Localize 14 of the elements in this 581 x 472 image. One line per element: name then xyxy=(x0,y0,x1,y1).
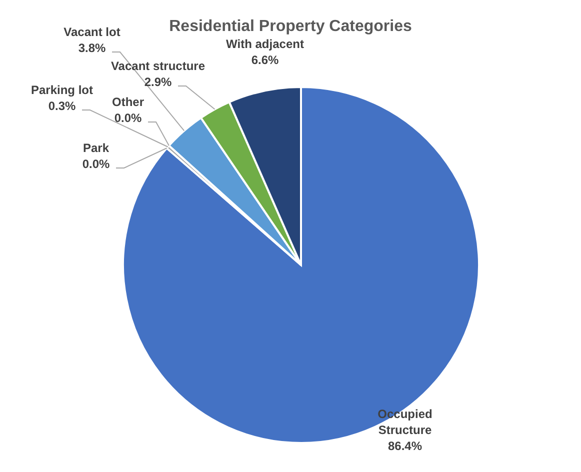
slice-label: Vacant lot xyxy=(64,25,120,39)
text: 0.0% xyxy=(82,157,110,171)
data-label: 0.3% xyxy=(48,99,76,113)
data-label: 86.4% xyxy=(388,439,422,453)
category-label: Other xyxy=(112,95,144,109)
data-label: 6.6% xyxy=(251,53,279,67)
data-label: 3.8% xyxy=(78,41,106,55)
slice-label: With adjacent xyxy=(226,37,304,51)
data-label: 2.9% xyxy=(144,75,172,89)
slice-label: Vacant structure xyxy=(110,59,206,73)
chart-title: Residential Property Categories xyxy=(169,18,412,35)
slice-label: Parking lot xyxy=(30,83,94,97)
text: 0.0% xyxy=(114,111,142,125)
category-label: Park xyxy=(82,141,110,155)
